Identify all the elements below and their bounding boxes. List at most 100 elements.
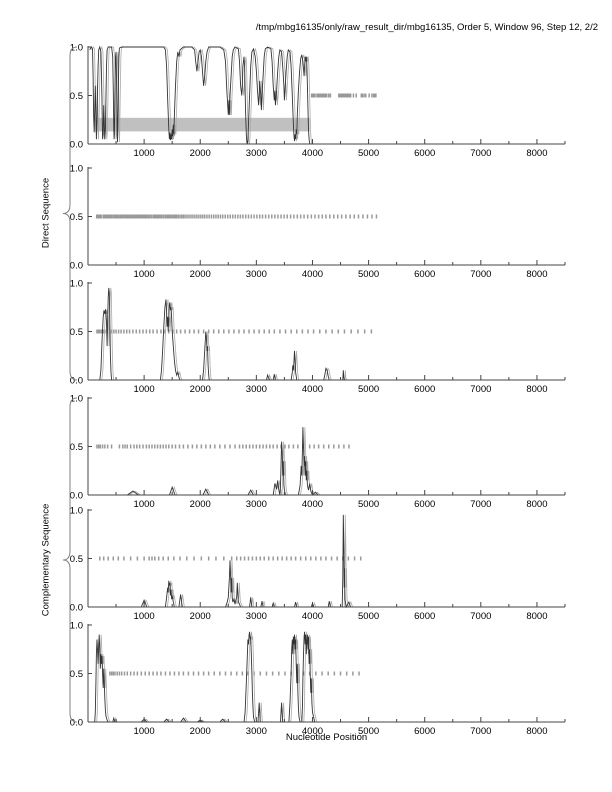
rug-mark bbox=[194, 214, 196, 219]
rug-mark bbox=[129, 214, 131, 219]
rug-mark bbox=[177, 214, 180, 219]
rug-mark bbox=[210, 214, 213, 219]
rug-mark bbox=[116, 214, 119, 219]
rug-mark bbox=[154, 556, 156, 561]
rug-mark bbox=[179, 329, 182, 334]
rug-mark bbox=[355, 93, 357, 98]
rug-mark bbox=[162, 444, 164, 449]
rug-mark bbox=[239, 556, 242, 561]
rug-mark bbox=[247, 556, 250, 561]
rug-mark bbox=[104, 444, 106, 449]
rug-mark bbox=[271, 671, 274, 676]
x-tick-label: 4000 bbox=[302, 611, 323, 622]
rug-mark bbox=[161, 214, 163, 219]
rug-mark bbox=[245, 444, 248, 449]
rug-mark bbox=[125, 214, 127, 219]
rug-mark bbox=[308, 444, 311, 449]
x-tick-label: 4000 bbox=[302, 269, 323, 280]
rug-mark bbox=[197, 671, 200, 676]
rug-mark bbox=[365, 93, 367, 98]
rug-mark bbox=[186, 214, 188, 219]
rug-mark bbox=[234, 444, 236, 449]
y-tick-label: 1.0 bbox=[70, 164, 83, 175]
rug-mark bbox=[123, 671, 126, 676]
rug-mark bbox=[193, 329, 195, 334]
rug-mark bbox=[110, 444, 113, 449]
rug-mark bbox=[157, 556, 160, 561]
rug-mark bbox=[325, 556, 327, 561]
rug-mark bbox=[277, 214, 279, 219]
rug-mark bbox=[164, 214, 167, 219]
rug-mark bbox=[106, 444, 109, 449]
rug-mark bbox=[218, 329, 220, 334]
rug-mark bbox=[255, 444, 258, 449]
rug-mark bbox=[174, 444, 177, 449]
rug-mark bbox=[160, 329, 162, 334]
rug-mark bbox=[307, 329, 309, 334]
rug-mark bbox=[349, 93, 352, 98]
rug-mark bbox=[141, 214, 144, 219]
y-tick-label: 0.5 bbox=[70, 327, 83, 338]
rug-mark bbox=[99, 556, 101, 561]
rug-mark bbox=[279, 329, 281, 334]
rug-mark bbox=[154, 214, 156, 219]
rug-mark bbox=[120, 214, 123, 219]
rug-mark bbox=[371, 214, 373, 219]
rug-mark bbox=[97, 329, 100, 334]
x-tick-label: 3000 bbox=[246, 726, 267, 737]
rug-mark bbox=[344, 93, 347, 98]
rug-mark bbox=[167, 214, 169, 219]
rug-mark bbox=[285, 556, 288, 561]
rug-mark bbox=[100, 214, 102, 219]
rug-mark bbox=[224, 214, 226, 219]
probability-curve-echo bbox=[129, 427, 321, 496]
rug-mark bbox=[178, 671, 180, 676]
rug-mark bbox=[269, 444, 271, 449]
rug-mark bbox=[370, 329, 373, 334]
rug-mark bbox=[284, 329, 287, 334]
rug-mark bbox=[317, 444, 320, 449]
rug-mark bbox=[173, 214, 175, 219]
rug-mark bbox=[241, 671, 244, 676]
rug-mark bbox=[135, 329, 138, 334]
rug-mark bbox=[272, 556, 274, 561]
rug-mark bbox=[339, 671, 342, 676]
rug-mark bbox=[239, 214, 242, 219]
rug-mark bbox=[359, 556, 362, 561]
rug-mark bbox=[238, 444, 241, 449]
rug-mark bbox=[102, 329, 104, 334]
rug-mark bbox=[153, 214, 155, 219]
rug-mark bbox=[203, 214, 206, 219]
x-tick-label: 1000 bbox=[134, 499, 155, 510]
rug-mark bbox=[290, 329, 292, 334]
rug-mark bbox=[261, 214, 264, 219]
rug-mark bbox=[296, 214, 299, 219]
rug-mark bbox=[368, 93, 370, 98]
rug-mark bbox=[165, 444, 167, 449]
rug-mark bbox=[325, 329, 327, 334]
rug-mark bbox=[253, 329, 255, 334]
rug-mark bbox=[167, 556, 169, 561]
rug-mark bbox=[148, 671, 150, 676]
rug-mark bbox=[255, 556, 258, 561]
rug-mark bbox=[123, 214, 125, 219]
rug-mark bbox=[223, 329, 225, 334]
rug-mark bbox=[150, 214, 153, 219]
x-tick-label: 4000 bbox=[302, 148, 323, 159]
rug-mark bbox=[268, 329, 271, 334]
rug-mark bbox=[217, 214, 219, 219]
rug-mark bbox=[100, 329, 103, 334]
rug-mark bbox=[315, 556, 317, 561]
rug-mark bbox=[263, 556, 265, 561]
rug-mark bbox=[363, 329, 366, 334]
rug-mark bbox=[230, 556, 233, 561]
rug-mark bbox=[200, 214, 202, 219]
y-tick-label: 0.0 bbox=[70, 603, 83, 614]
rug-mark bbox=[145, 214, 147, 219]
x-tick-label: 8000 bbox=[526, 269, 547, 280]
y-tick-label: 0.0 bbox=[70, 261, 83, 272]
rug-mark bbox=[202, 214, 204, 219]
rug-mark bbox=[338, 444, 340, 449]
rug-mark bbox=[327, 444, 330, 449]
rug-mark bbox=[168, 329, 170, 334]
